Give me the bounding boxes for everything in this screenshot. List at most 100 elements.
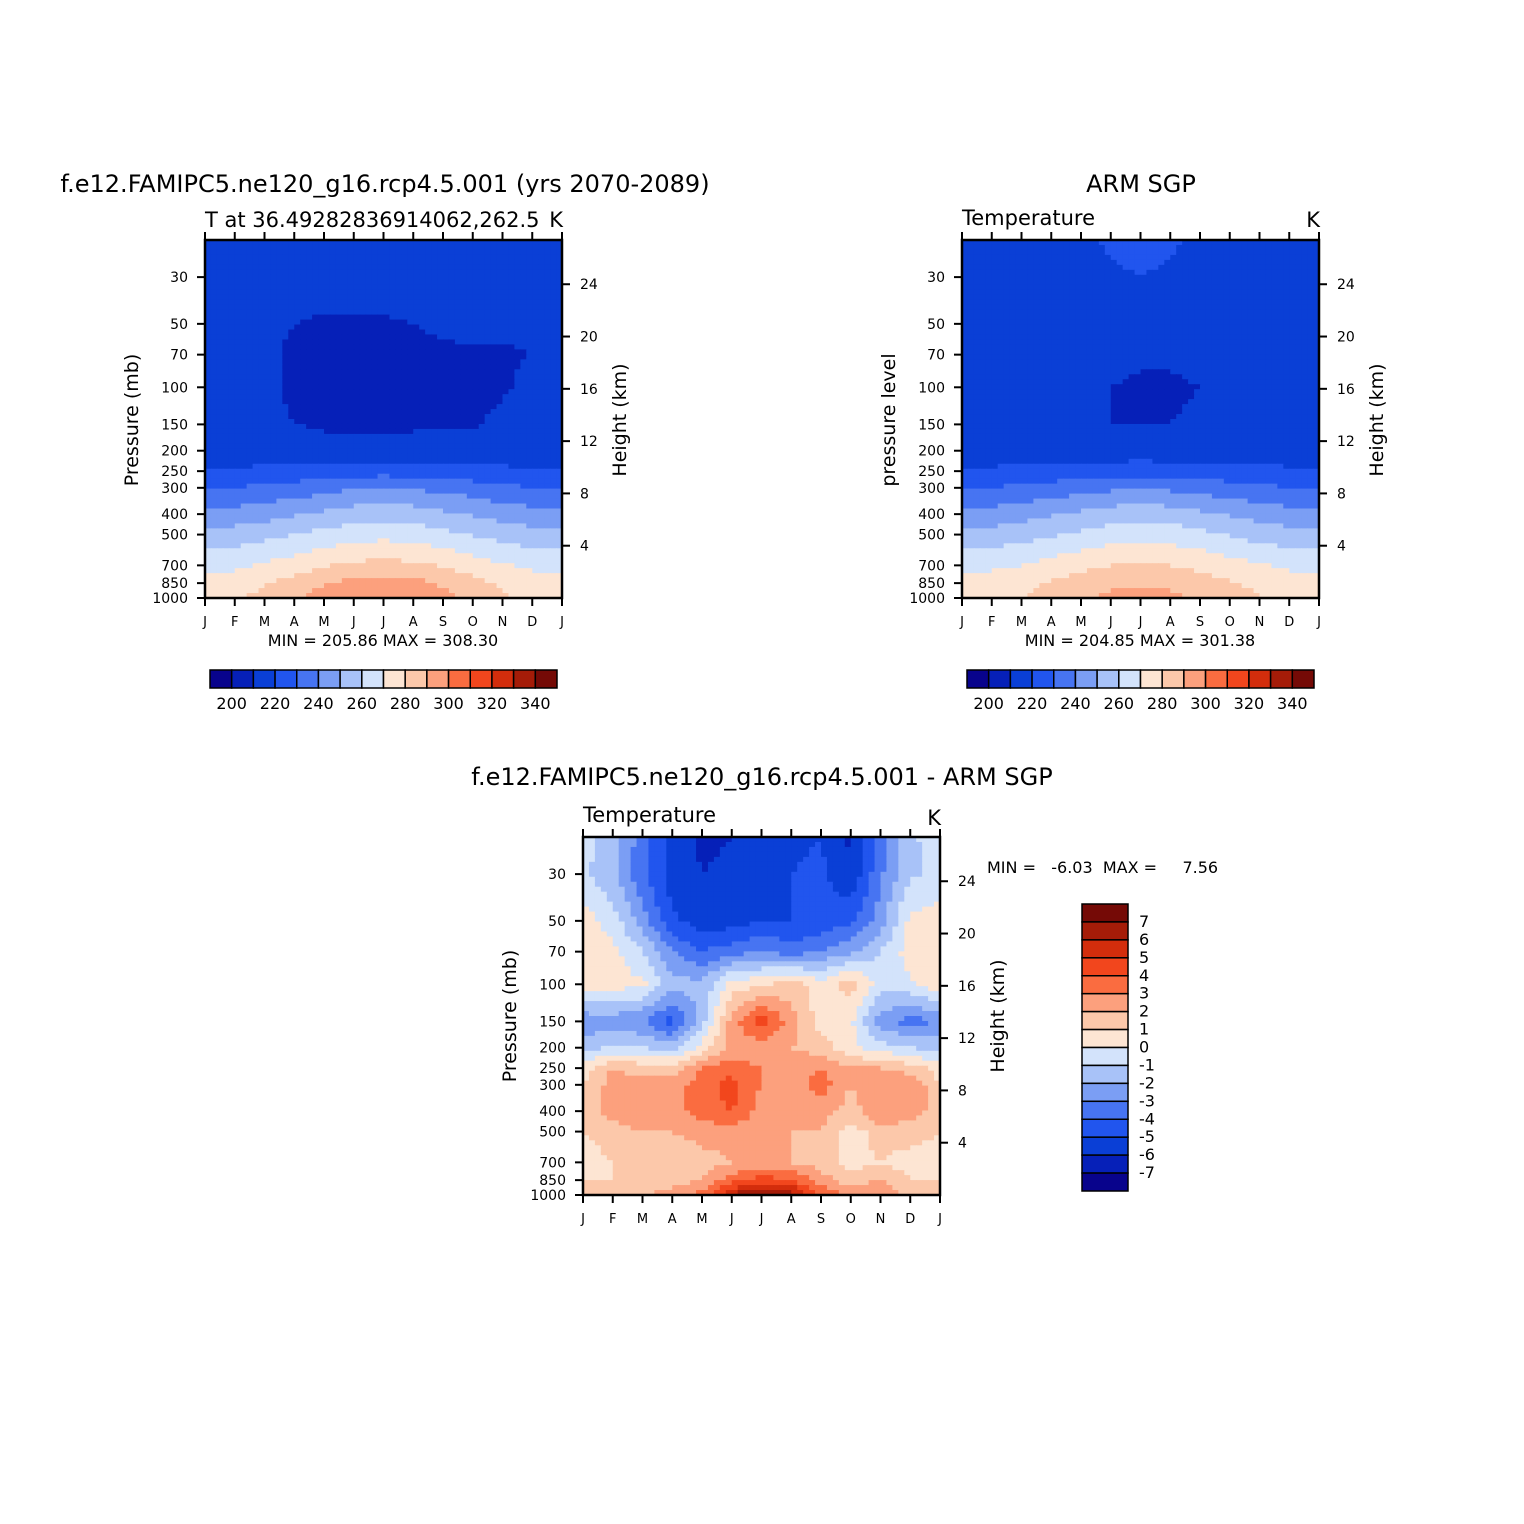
panel-model-y-label: Pressure (mb)	[121, 354, 143, 487]
field-cell	[383, 389, 391, 395]
field-cell	[431, 543, 438, 549]
field-cell	[425, 433, 432, 440]
field-cell	[365, 264, 373, 271]
field-cell	[359, 453, 367, 460]
field-cell	[216, 443, 224, 450]
field-cell	[377, 259, 385, 266]
field-cell	[496, 419, 504, 425]
field-cell	[1283, 244, 1290, 251]
field-cell	[538, 543, 545, 549]
field-cell	[1277, 254, 1284, 261]
field-cell	[216, 453, 224, 460]
field-cell	[365, 259, 373, 266]
field-cell	[478, 438, 486, 445]
field-cell	[353, 433, 361, 440]
field-cell	[496, 463, 504, 470]
field-cell	[443, 463, 450, 470]
field-cell	[526, 344, 533, 350]
field-cell	[222, 359, 230, 365]
field-cell	[371, 458, 379, 465]
field-cell	[306, 349, 313, 355]
field-cell	[419, 384, 426, 390]
field-cell	[448, 324, 456, 331]
field-cell	[407, 428, 414, 435]
field-cell	[431, 563, 438, 569]
field-cell	[490, 568, 498, 574]
field-cell	[532, 339, 539, 346]
field-cell	[413, 254, 420, 261]
field-cell	[532, 384, 539, 390]
field-cell	[216, 359, 224, 365]
field-cell	[425, 269, 432, 276]
field-cell	[300, 409, 307, 415]
field-cell	[490, 448, 498, 455]
field-cell	[216, 438, 224, 445]
field-cell	[443, 543, 450, 549]
field-cell	[401, 339, 408, 346]
field-cell	[222, 324, 230, 331]
field-cell	[962, 279, 969, 286]
field-cell	[407, 493, 414, 500]
field-cell	[294, 359, 301, 365]
field-cell	[550, 414, 557, 420]
field-cell	[454, 478, 462, 485]
field-cell	[556, 319, 563, 326]
field-cell	[550, 478, 557, 485]
field-cell	[437, 503, 444, 510]
field-cell	[228, 593, 236, 599]
field-cell	[1223, 240, 1231, 246]
field-cell	[246, 374, 254, 380]
field-cell	[300, 443, 307, 450]
field-cell	[425, 543, 432, 549]
field-cell	[205, 463, 212, 470]
field-cell	[466, 523, 474, 529]
field-cell	[329, 279, 337, 286]
field-cell	[395, 443, 402, 450]
field-cell	[1200, 259, 1207, 266]
field-cell	[508, 548, 515, 554]
field-cell	[258, 438, 266, 445]
field-cell	[514, 244, 521, 251]
field-cell	[395, 389, 402, 395]
field-cell	[490, 533, 498, 539]
field-cell	[359, 518, 367, 525]
field-cell	[1009, 259, 1017, 266]
field-cell	[514, 359, 521, 365]
field-cell	[425, 309, 432, 316]
field-cell	[228, 573, 236, 579]
field-cell	[300, 493, 307, 500]
field-cell	[395, 379, 402, 385]
field-cell	[437, 458, 444, 465]
field-cell	[371, 428, 379, 435]
field-cell	[347, 558, 355, 564]
field-cell	[306, 399, 313, 405]
field-cell	[460, 419, 468, 425]
field-cell	[329, 240, 337, 246]
field-cell	[264, 240, 272, 246]
field-cell	[466, 244, 474, 251]
field-cell	[508, 473, 515, 480]
field-cell	[318, 319, 325, 326]
field-cell	[210, 264, 218, 271]
field-cell	[448, 458, 456, 465]
field-cell	[466, 423, 474, 430]
field-cell	[282, 438, 289, 445]
field-cell	[341, 334, 349, 341]
field-cell	[413, 409, 420, 415]
field-cell	[318, 374, 325, 380]
field-cell	[300, 309, 307, 316]
field-cell	[395, 458, 402, 465]
field-cell	[228, 334, 236, 341]
field-cell	[318, 478, 325, 485]
field-cell	[443, 419, 450, 425]
field-cell	[425, 493, 432, 500]
field-cell	[1253, 244, 1261, 251]
field-cell	[210, 354, 218, 360]
field-cell	[454, 324, 462, 331]
field-cell	[234, 294, 242, 301]
field-cell	[288, 493, 295, 500]
field-cell	[306, 453, 313, 460]
field-cell	[1081, 274, 1088, 281]
field-cell	[454, 538, 462, 544]
field-cell	[490, 389, 498, 395]
